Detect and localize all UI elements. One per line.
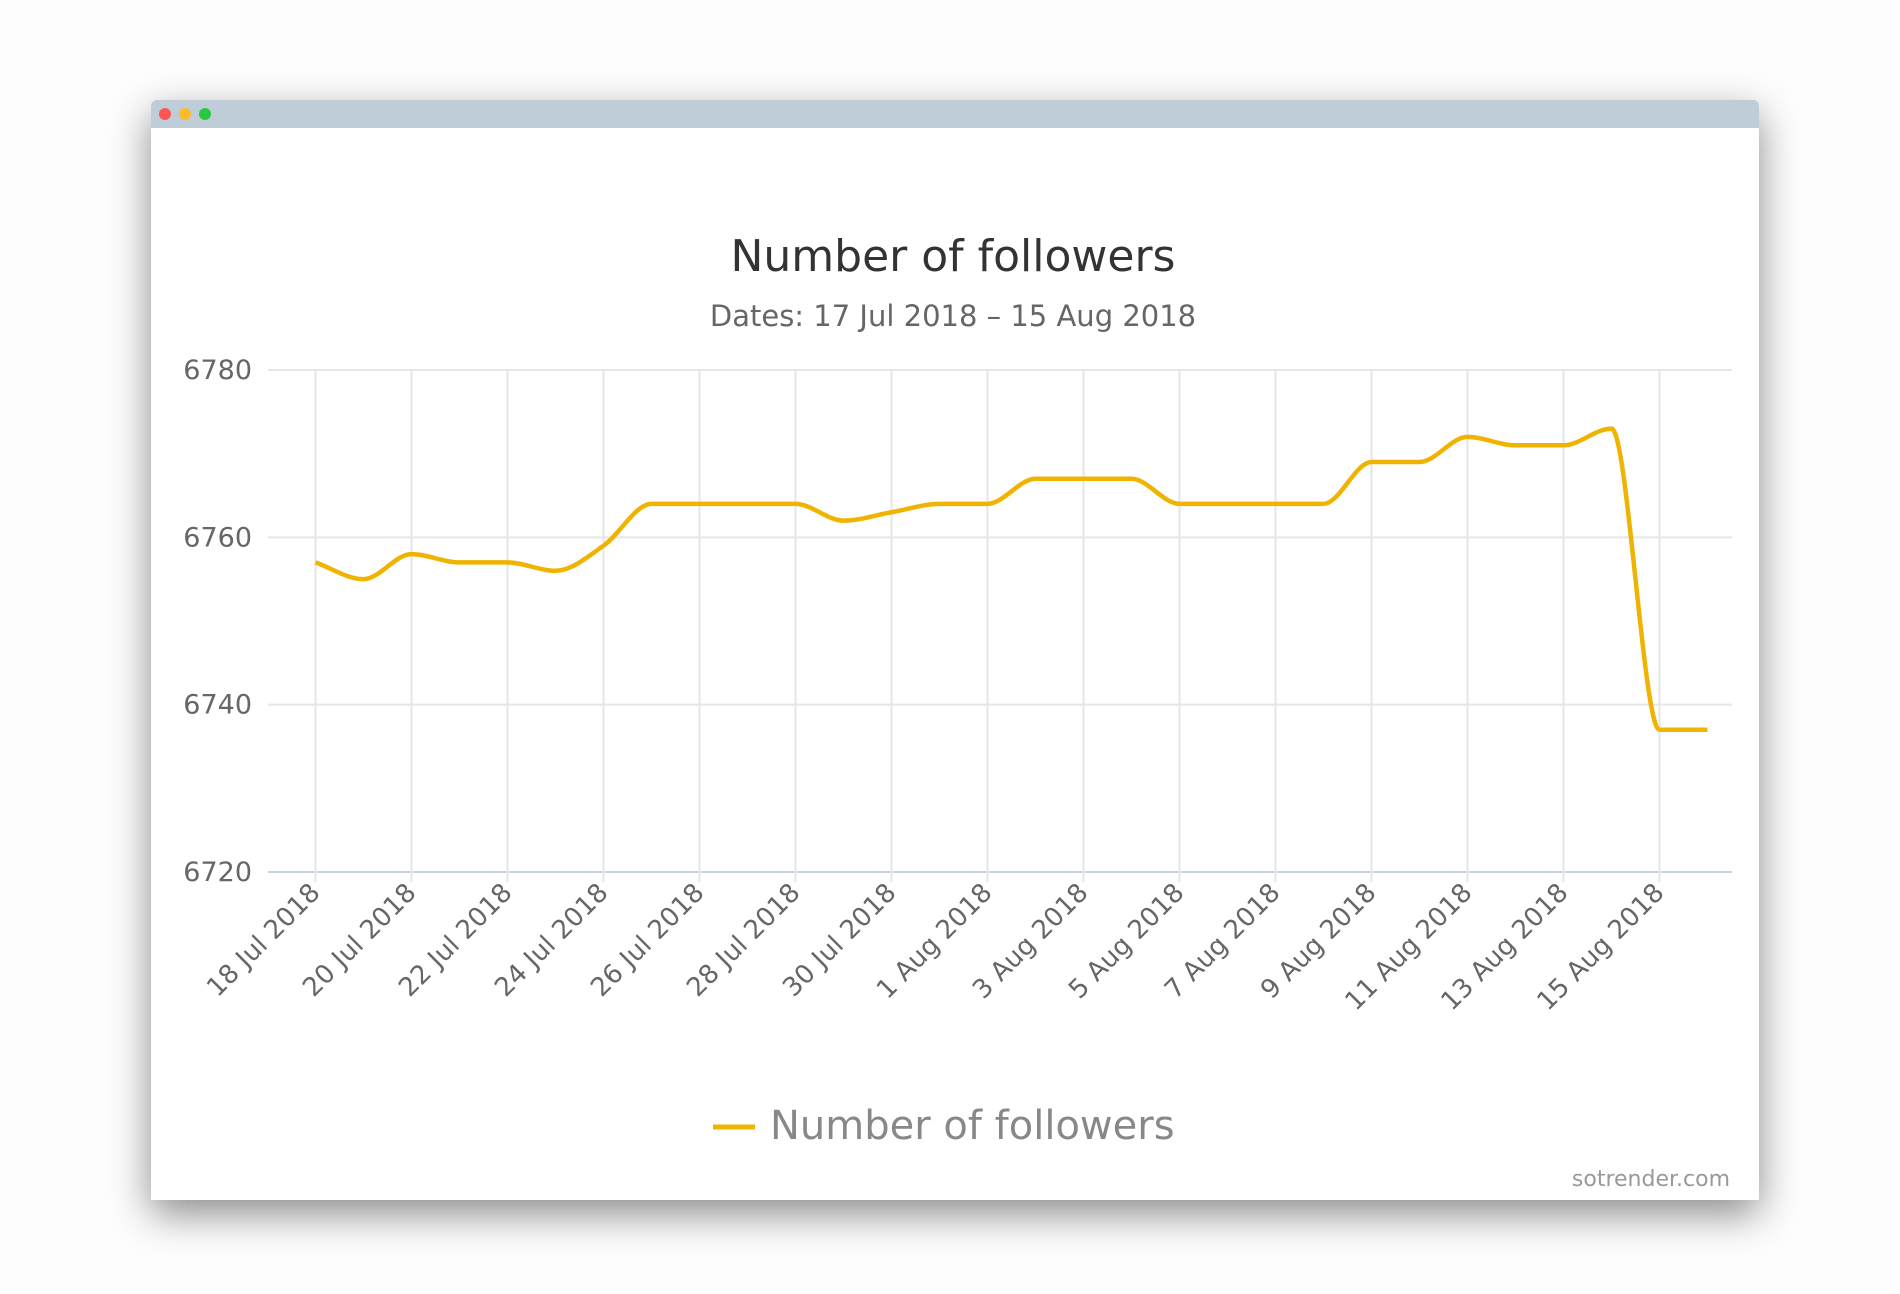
browser-window: [151, 100, 1759, 1200]
window-titlebar: [151, 100, 1759, 128]
y-tick-label: 6780: [183, 355, 252, 386]
close-window-button[interactable]: [159, 108, 171, 120]
legend-label[interactable]: Number of followers: [770, 1103, 1175, 1149]
chart-subtitle: Dates: 17 Jul 2018 – 15 Aug 2018: [710, 299, 1196, 333]
legend[interactable]: Number of followers: [713, 1103, 1175, 1149]
maximize-window-button[interactable]: [199, 108, 211, 120]
minimize-window-button[interactable]: [179, 108, 191, 120]
y-tick-label: 6720: [183, 857, 252, 888]
credit-text: sotrender.com: [1572, 1167, 1730, 1192]
chart-title: Number of followers: [731, 231, 1176, 282]
y-tick-label: 6740: [183, 690, 252, 721]
y-tick-label: 6760: [183, 522, 252, 553]
series-line-followers[interactable]: [314, 426, 1708, 733]
